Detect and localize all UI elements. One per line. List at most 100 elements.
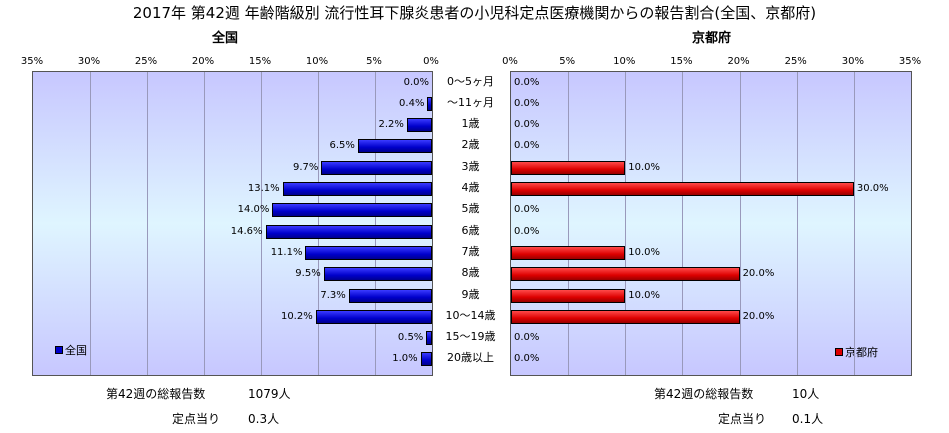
national-bar xyxy=(265,224,432,239)
right-tick-label: 25% xyxy=(784,56,807,67)
national-value-label: 9.7% xyxy=(293,161,319,173)
legend-swatch-kyoto xyxy=(835,348,843,356)
right-tick-label: 10% xyxy=(613,56,636,67)
national-bar xyxy=(321,160,432,175)
right-gridline xyxy=(625,72,627,375)
left-gridline xyxy=(261,72,262,375)
category-label: 5歳 xyxy=(461,202,480,216)
right-tick-label: 15% xyxy=(670,56,693,67)
national-bar xyxy=(282,182,432,196)
national-value-label: 0.5% xyxy=(397,332,424,344)
kyoto-value-label: 10.0% xyxy=(628,246,661,258)
right-gridline xyxy=(796,72,798,375)
left-tick-label: 20% xyxy=(191,56,215,67)
legend-label-national: 全国 xyxy=(65,344,87,357)
right-gridline xyxy=(568,72,570,375)
category-label: 10～14歳 xyxy=(445,308,496,322)
national-bar xyxy=(323,267,432,282)
national-bar xyxy=(426,331,432,346)
left-panel-title: 全国 xyxy=(212,31,239,46)
national-bar xyxy=(305,245,432,260)
kyoto-bar xyxy=(511,245,626,260)
kyoto-bar xyxy=(511,309,740,324)
kyoto-value-label: 0.0% xyxy=(514,76,540,88)
category-label: 4歳 xyxy=(461,181,480,194)
right-per-value: 0.1人 xyxy=(792,412,824,426)
kyoto-bar xyxy=(511,160,626,175)
legend-label-kyoto: 京都府 xyxy=(845,346,878,359)
left-gridline xyxy=(90,72,91,375)
left-total-label: 第42週の総報告数 xyxy=(106,387,206,401)
left-gridline xyxy=(318,72,319,375)
national-value-label: 7.3% xyxy=(320,289,346,301)
right-tick-label: 5% xyxy=(559,56,576,67)
kyoto-value-label: 0.0% xyxy=(514,140,540,152)
national-value-label: 1.0% xyxy=(392,353,418,365)
kyoto-value-label: 20.0% xyxy=(742,310,775,322)
left-tick-label: 0% xyxy=(423,56,439,67)
right-gridline xyxy=(853,72,855,375)
national-bar xyxy=(272,203,432,218)
national-value-label: 10.2% xyxy=(280,310,313,322)
kyoto-bar xyxy=(511,288,626,303)
legend-swatch-national xyxy=(55,346,63,354)
right-plot-area: 京都府 0.0% 0.0% 0.0% 0.0% 10.0% 30.0% 0.0% 0.0% 10… xyxy=(510,71,912,376)
national-bar xyxy=(357,139,432,154)
national-bar xyxy=(406,118,432,133)
left-tick-label: 30% xyxy=(77,56,101,67)
category-label: 7歳 xyxy=(461,244,480,258)
national-bar xyxy=(348,288,432,303)
kyoto-value-label: 30.0% xyxy=(856,183,889,194)
kyoto-value-label: 20.0% xyxy=(742,268,775,280)
category-label: 9歳 xyxy=(461,287,480,301)
right-tick-label: 35% xyxy=(898,56,922,67)
national-bar xyxy=(420,352,432,367)
left-per-value: 0.3人 xyxy=(248,412,280,426)
category-label: 0～5ヶ月 xyxy=(447,74,494,88)
right-tick-label: 20% xyxy=(727,56,750,67)
right-legend: 京都府 xyxy=(835,344,878,360)
category-label: 20歳以上 xyxy=(447,351,494,365)
kyoto-value-label: 0.0% xyxy=(514,332,540,344)
right-tick-label: 0% xyxy=(502,56,518,67)
category-label: 1歳 xyxy=(461,117,480,131)
left-tick-label: 15% xyxy=(248,56,272,67)
national-value-label: 0.0% xyxy=(403,76,429,88)
category-label: 3歳 xyxy=(461,159,480,173)
left-tick-label: 10% xyxy=(305,56,329,67)
category-label: 6歳 xyxy=(461,223,480,237)
right-per-label: 定点当り xyxy=(718,412,767,426)
left-plot-area: 全国 0.0% 0.4% 2.2% 6.5% 9.7% 13.1% 14.0% 14.6% 11… xyxy=(32,71,433,376)
left-tick-label: 35% xyxy=(20,56,44,67)
right-gridline xyxy=(739,72,741,375)
national-value-label: 11.1% xyxy=(270,246,303,258)
kyoto-value-label: 0.0% xyxy=(514,119,540,131)
category-label: ～11ヶ月 xyxy=(447,95,494,109)
category-label: 2歳 xyxy=(461,138,480,152)
left-tick-label: 5% xyxy=(366,56,382,67)
national-value-label: 13.1% xyxy=(247,183,280,194)
national-value-label: 0.4% xyxy=(399,97,425,109)
kyoto-value-label: 0.0% xyxy=(514,204,540,216)
category-label: 15～19歳 xyxy=(445,330,496,344)
national-value-label: 9.5% xyxy=(295,268,321,280)
national-value-label: 14.0% xyxy=(237,204,270,216)
left-per-label: 定点当り xyxy=(172,412,221,426)
national-value-label: 14.6% xyxy=(230,225,263,237)
kyoto-value-label: 0.0% xyxy=(514,225,540,237)
right-total-label: 第42週の総報告数 xyxy=(654,387,754,401)
national-value-label: 2.2% xyxy=(378,119,404,131)
kyoto-bar xyxy=(511,182,854,196)
left-tick-label: 25% xyxy=(134,56,158,67)
national-bar xyxy=(427,96,432,111)
right-panel-title: 京都府 xyxy=(692,31,732,46)
category-label: 8歳 xyxy=(461,266,480,280)
left-total-value: 1079人 xyxy=(248,387,291,401)
left-legend: 全国 xyxy=(55,342,87,358)
left-gridline xyxy=(147,72,148,375)
kyoto-bar xyxy=(511,267,740,282)
right-gridline xyxy=(682,72,684,375)
chart-title: 2017年 第42週 年齢階級別 流行性耳下腺炎患者の小児科定点医療機関からの報… xyxy=(132,4,817,22)
national-value-label: 6.5% xyxy=(329,140,355,152)
left-gridline xyxy=(204,72,205,375)
